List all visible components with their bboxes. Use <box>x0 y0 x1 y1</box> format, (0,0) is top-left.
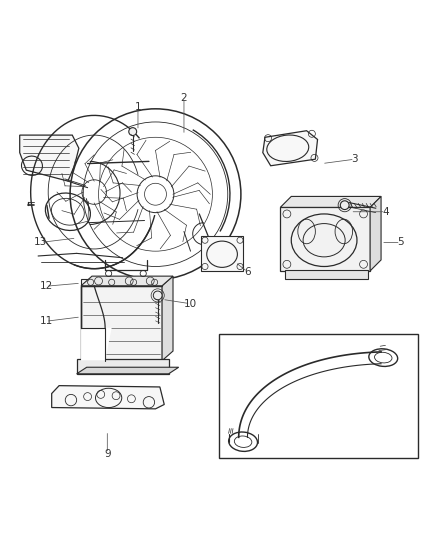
Text: 11: 11 <box>39 316 53 326</box>
Polygon shape <box>20 135 79 181</box>
Text: 2: 2 <box>180 93 187 103</box>
Text: 8: 8 <box>360 381 367 391</box>
Text: 6: 6 <box>244 266 251 277</box>
Polygon shape <box>280 197 381 207</box>
Text: 10: 10 <box>184 298 197 309</box>
Bar <box>219 334 418 458</box>
Polygon shape <box>370 197 381 271</box>
Text: 3: 3 <box>351 154 358 164</box>
Circle shape <box>340 201 349 209</box>
Circle shape <box>129 128 137 135</box>
Polygon shape <box>52 386 164 409</box>
Text: 13: 13 <box>34 237 47 247</box>
Polygon shape <box>77 359 169 374</box>
Text: 7: 7 <box>288 334 295 344</box>
Polygon shape <box>280 207 370 271</box>
Text: 4: 4 <box>382 207 389 217</box>
Text: 12: 12 <box>39 281 53 291</box>
Polygon shape <box>81 286 162 361</box>
Polygon shape <box>285 270 368 279</box>
Circle shape <box>153 291 162 300</box>
Polygon shape <box>81 279 162 286</box>
Polygon shape <box>81 328 112 361</box>
Polygon shape <box>81 276 173 286</box>
Text: 5: 5 <box>397 237 404 247</box>
Polygon shape <box>77 367 179 374</box>
Polygon shape <box>162 276 173 361</box>
Text: 1: 1 <box>134 102 141 111</box>
Polygon shape <box>201 236 243 271</box>
Polygon shape <box>263 131 318 166</box>
Text: 9: 9 <box>104 449 111 458</box>
